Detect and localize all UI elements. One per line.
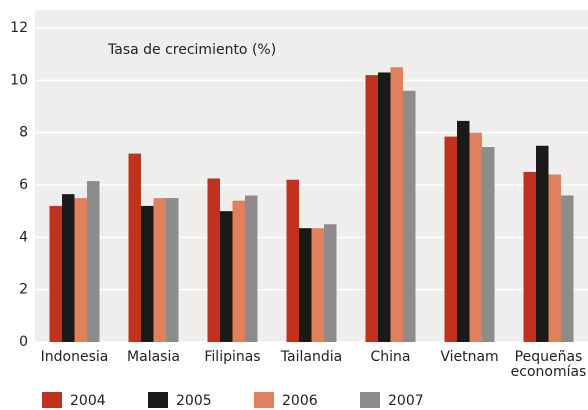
bar [403,90,416,342]
bar [482,147,495,342]
bar [365,75,378,342]
bar [548,174,561,342]
legend-swatch [42,392,62,408]
y-tick-label: 12 [10,20,28,36]
bar [232,200,245,342]
bar [141,205,154,342]
bar [324,224,337,342]
bar [536,145,549,342]
bar [311,228,324,342]
bar [299,228,312,342]
legend-swatch [360,392,380,408]
bar [153,198,166,342]
bar [49,205,62,342]
x-tick-label: Malasia [127,349,180,365]
bar [523,171,536,342]
legend-label: 2006 [282,393,318,409]
bar [390,67,403,342]
bar [378,72,391,342]
x-tick-label: China [371,349,411,365]
bar [128,153,141,342]
bar [62,194,75,342]
bar [166,198,179,342]
bar [457,120,470,343]
legend-label: 2004 [70,393,106,409]
bar [87,181,100,342]
y-tick-label: 8 [19,125,28,141]
x-tick-label: Vietnam [440,349,498,365]
bar [207,178,220,342]
legend-label: 2007 [388,393,424,409]
x-tick-label: Pequeñas economías [511,349,587,380]
legend-label: 2005 [176,393,212,409]
bar [561,195,574,342]
legend-swatch [254,392,274,408]
y-tick-label: 2 [19,282,28,298]
x-tick-label: Indonesia [41,349,109,365]
y-tick-label: 6 [19,177,28,193]
y-tick-label: 0 [19,334,28,350]
bar [220,211,233,342]
bar [444,136,457,342]
bar [286,179,299,342]
y-tick-label: 10 [10,72,28,88]
x-tick-label: Filipinas [204,349,260,365]
x-tick-label: Tailandia [280,349,342,365]
bar [74,198,87,342]
y-tick-label: 4 [19,229,28,245]
legend-swatch [148,392,168,408]
annotation: Tasa de crecimiento (%) [107,42,276,58]
bar [245,195,258,342]
bar [469,132,482,342]
